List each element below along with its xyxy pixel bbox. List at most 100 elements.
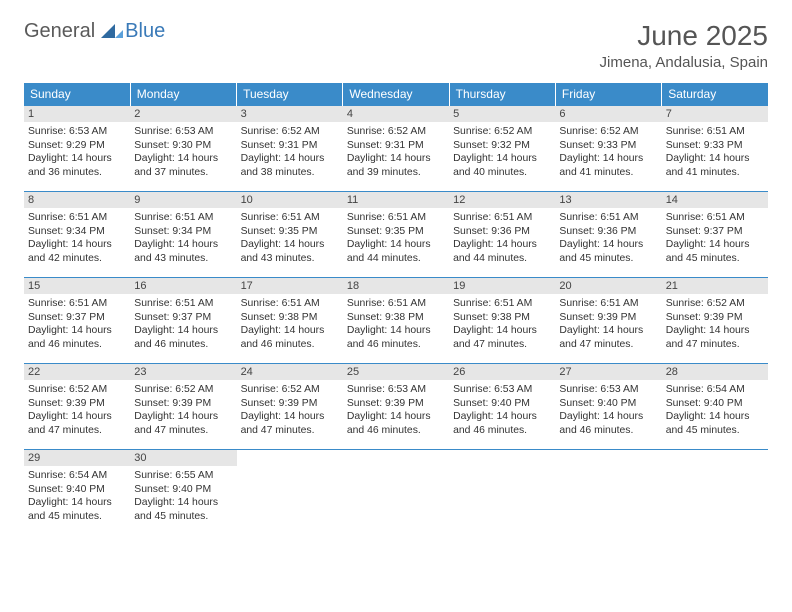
calendar: Sunday Monday Tuesday Wednesday Thursday… (24, 83, 768, 536)
day-number: 3 (237, 106, 343, 122)
sunset-text: Sunset: 9:38 PM (347, 311, 445, 325)
day-cell: 20Sunrise: 6:51 AMSunset: 9:39 PMDayligh… (555, 278, 661, 364)
sunrise-text: Sunrise: 6:51 AM (347, 297, 445, 311)
logo-text-blue: Blue (125, 20, 165, 43)
dow-header: Sunday (24, 83, 130, 106)
daylight-text: Daylight: 14 hours and 44 minutes. (347, 238, 445, 265)
sunrise-text: Sunrise: 6:51 AM (453, 297, 551, 311)
location: Jimena, Andalusia, Spain (600, 54, 768, 71)
day-cell: 1Sunrise: 6:53 AMSunset: 9:29 PMDaylight… (24, 106, 130, 192)
sunrise-text: Sunrise: 6:55 AM (134, 469, 232, 483)
logo-text-general: General (24, 20, 95, 43)
sunset-text: Sunset: 9:34 PM (134, 225, 232, 239)
daylight-text: Daylight: 14 hours and 45 minutes. (28, 496, 126, 523)
day-details: Sunrise: 6:51 AMSunset: 9:36 PMDaylight:… (559, 211, 657, 266)
calendar-week: 8Sunrise: 6:51 AMSunset: 9:34 PMDaylight… (24, 192, 768, 278)
day-details: Sunrise: 6:52 AMSunset: 9:31 PMDaylight:… (241, 125, 339, 180)
day-number: 15 (24, 278, 130, 294)
sunrise-text: Sunrise: 6:51 AM (453, 211, 551, 225)
day-number: 27 (555, 364, 661, 380)
day-number: 21 (662, 278, 768, 294)
day-cell: 6Sunrise: 6:52 AMSunset: 9:33 PMDaylight… (555, 106, 661, 192)
day-details: Sunrise: 6:53 AMSunset: 9:39 PMDaylight:… (347, 383, 445, 438)
day-number: 17 (237, 278, 343, 294)
sunrise-text: Sunrise: 6:51 AM (28, 211, 126, 225)
dow-header: Friday (555, 83, 661, 106)
daylight-text: Daylight: 14 hours and 47 minutes. (134, 410, 232, 437)
daylight-text: Daylight: 14 hours and 46 minutes. (28, 324, 126, 351)
sunset-text: Sunset: 9:31 PM (347, 139, 445, 153)
day-details: Sunrise: 6:52 AMSunset: 9:39 PMDaylight:… (28, 383, 126, 438)
daylight-text: Daylight: 14 hours and 46 minutes. (241, 324, 339, 351)
sunset-text: Sunset: 9:40 PM (666, 397, 764, 411)
sunrise-text: Sunrise: 6:51 AM (134, 297, 232, 311)
day-details: Sunrise: 6:54 AMSunset: 9:40 PMDaylight:… (666, 383, 764, 438)
day-cell: 12Sunrise: 6:51 AMSunset: 9:36 PMDayligh… (449, 192, 555, 278)
day-number: 30 (130, 450, 236, 466)
header: General Blue June 2025 Jimena, Andalusia… (24, 20, 768, 71)
day-number: 4 (343, 106, 449, 122)
sunset-text: Sunset: 9:37 PM (134, 311, 232, 325)
day-details: Sunrise: 6:51 AMSunset: 9:37 PMDaylight:… (666, 211, 764, 266)
day-cell-empty (343, 450, 449, 536)
sunrise-text: Sunrise: 6:52 AM (347, 125, 445, 139)
daylight-text: Daylight: 14 hours and 45 minutes. (666, 238, 764, 265)
sunset-text: Sunset: 9:33 PM (559, 139, 657, 153)
sunset-text: Sunset: 9:29 PM (28, 139, 126, 153)
day-details: Sunrise: 6:53 AMSunset: 9:30 PMDaylight:… (134, 125, 232, 180)
calendar-body: 1Sunrise: 6:53 AMSunset: 9:29 PMDaylight… (24, 106, 768, 536)
day-details: Sunrise: 6:52 AMSunset: 9:32 PMDaylight:… (453, 125, 551, 180)
day-details: Sunrise: 6:52 AMSunset: 9:33 PMDaylight:… (559, 125, 657, 180)
sunset-text: Sunset: 9:39 PM (134, 397, 232, 411)
sunrise-text: Sunrise: 6:54 AM (28, 469, 126, 483)
sunset-text: Sunset: 9:35 PM (241, 225, 339, 239)
day-cell: 14 Sunrise: 6:51 AMSunset: 9:37 PMDayligh… (662, 192, 768, 278)
day-details: Sunrise: 6:53 AMSunset: 9:40 PMDaylight:… (559, 383, 657, 438)
day-number: 14 (662, 192, 768, 208)
day-number: 7 (662, 106, 768, 122)
sunrise-text: Sunrise: 6:51 AM (559, 297, 657, 311)
day-number: 26 (449, 364, 555, 380)
day-details: Sunrise: 6:51 AMSunset: 9:34 PMDaylight:… (134, 211, 232, 266)
dow-header: Wednesday (343, 83, 449, 106)
sunset-text: Sunset: 9:40 PM (559, 397, 657, 411)
day-cell: 16Sunrise: 6:51 AMSunset: 9:37 PMDayligh… (130, 278, 236, 364)
sunset-text: Sunset: 9:40 PM (134, 483, 232, 497)
calendar-week: 1Sunrise: 6:53 AMSunset: 9:29 PMDaylight… (24, 106, 768, 192)
sunrise-text: Sunrise: 6:52 AM (666, 297, 764, 311)
day-details: Sunrise: 6:52 AMSunset: 9:31 PMDaylight:… (347, 125, 445, 180)
day-number: 23 (130, 364, 236, 380)
daylight-text: Daylight: 14 hours and 46 minutes. (347, 410, 445, 437)
sunset-text: Sunset: 9:32 PM (453, 139, 551, 153)
sunset-text: Sunset: 9:39 PM (347, 397, 445, 411)
day-cell: 29Sunrise: 6:54 AMSunset: 9:40 PMDayligh… (24, 450, 130, 536)
sunset-text: Sunset: 9:39 PM (666, 311, 764, 325)
day-details: Sunrise: 6:51 AMSunset: 9:35 PMDaylight:… (347, 211, 445, 266)
daylight-text: Daylight: 14 hours and 44 minutes. (453, 238, 551, 265)
day-cell: 13Sunrise: 6:51 AMSunset: 9:36 PMDayligh… (555, 192, 661, 278)
day-cell: 30 Sunrise: 6:55 AMSunset: 9:40 PMDayligh… (130, 450, 236, 536)
day-cell: 2 Sunrise: 6:53 AMSunset: 9:30 PMDaylight… (130, 106, 236, 192)
day-cell: 11 Sunrise: 6:51 AMSunset: 9:35 PMDayligh… (343, 192, 449, 278)
sunset-text: Sunset: 9:31 PM (241, 139, 339, 153)
day-cell: 7Sunrise: 6:51 AMSunset: 9:33 PMDaylight… (662, 106, 768, 192)
day-details: Sunrise: 6:52 AMSunset: 9:39 PMDaylight:… (666, 297, 764, 352)
sunrise-text: Sunrise: 6:53 AM (453, 383, 551, 397)
day-number: 9 (130, 192, 236, 208)
day-cell-empty (237, 450, 343, 536)
day-cell: 5Sunrise: 6:52 AMSunset: 9:32 PMDaylight… (449, 106, 555, 192)
daylight-text: Daylight: 14 hours and 47 minutes. (666, 324, 764, 351)
sunset-text: Sunset: 9:39 PM (241, 397, 339, 411)
day-number: 19 (449, 278, 555, 294)
day-cell: 21 Sunrise: 6:52 AMSunset: 9:39 PMDayligh… (662, 278, 768, 364)
day-details: Sunrise: 6:55 AMSunset: 9:40 PMDaylight:… (134, 469, 232, 524)
day-cell: 3 Sunrise: 6:52 AMSunset: 9:31 PMDaylight… (237, 106, 343, 192)
day-number: 2 (130, 106, 236, 122)
day-details: Sunrise: 6:51 AMSunset: 9:37 PMDaylight:… (134, 297, 232, 352)
day-number: 11 (343, 192, 449, 208)
sunset-text: Sunset: 9:39 PM (28, 397, 126, 411)
sunset-text: Sunset: 9:40 PM (453, 397, 551, 411)
day-cell: 4 Sunrise: 6:52 AMSunset: 9:31 PMDaylight… (343, 106, 449, 192)
daylight-text: Daylight: 14 hours and 46 minutes. (559, 410, 657, 437)
day-details: Sunrise: 6:51 AMSunset: 9:38 PMDaylight:… (347, 297, 445, 352)
